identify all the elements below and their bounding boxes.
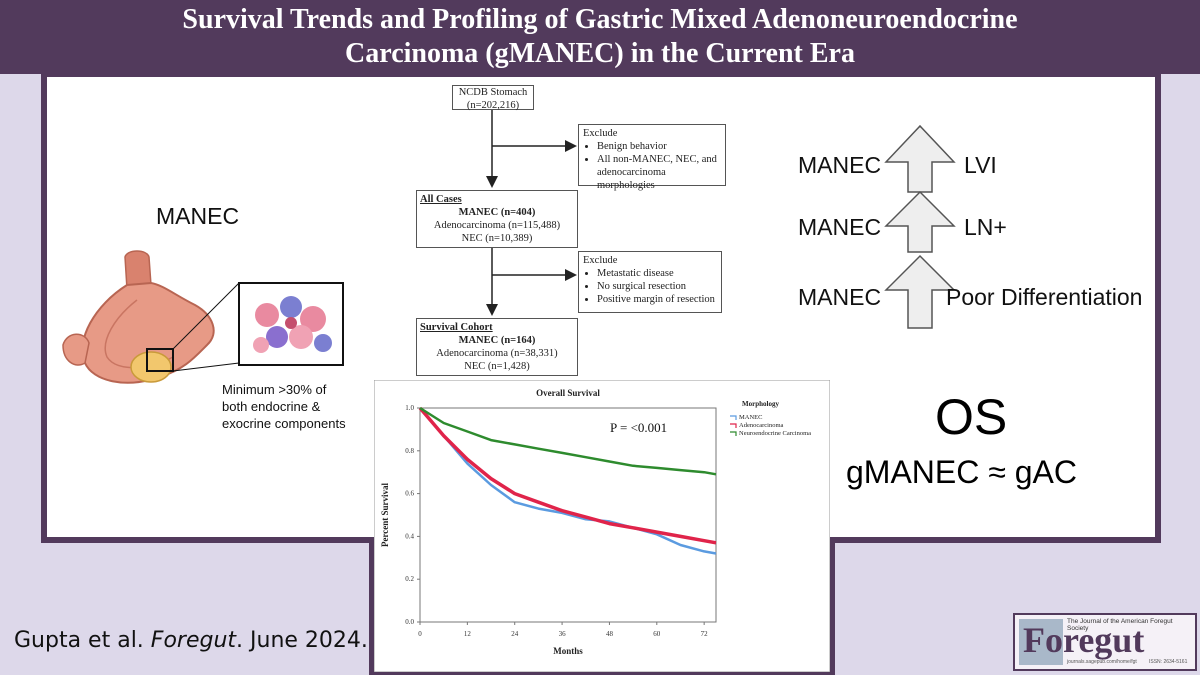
series-line-manec [419, 407, 717, 555]
p-value-annotation: P = <0.001 [610, 420, 667, 435]
flow-box-exclude-2: Exclude Metastatic disease No surgical r… [578, 251, 722, 313]
exclude2-item: Positive margin of resection [597, 293, 717, 306]
y-axis-label: Percent Survival [380, 482, 390, 547]
journal-logo: The Journal of the American Foregut Soci… [1013, 613, 1197, 671]
y-tick-label: 1.0 [405, 404, 414, 412]
up-arrows [884, 124, 956, 329]
exclude1-item: All non-MANEC, NEC, and [597, 153, 721, 166]
ncdb-title: NCDB Stomach [458, 87, 528, 98]
caption-line-2: both endocrine & [222, 399, 321, 414]
plot-area [419, 407, 717, 623]
logo-url: journals.sagepub.com/home/fgt [1067, 659, 1137, 665]
up-arrow-icon [884, 124, 956, 193]
flow-box-all-cases: All Cases MANEC (n=404) Adenocarcinoma (… [416, 190, 578, 248]
x-tick-label: 24 [511, 630, 518, 638]
citation: Gupta et al. Foregut. June 2024. [14, 628, 368, 653]
legend-label: Neuroendocrine Carcinoma [739, 430, 811, 437]
x-tick-label: 60 [653, 630, 661, 638]
manec-caption: Minimum >30% of both endocrine & exocrin… [222, 381, 346, 432]
arrow-left-label: MANEC [798, 152, 882, 178]
os-title: OS [935, 389, 1008, 445]
flow-box-survival-cohort: Survival Cohort MANEC (n=164) Adenocarci… [416, 318, 578, 376]
citation-date: . June 2024. [236, 628, 368, 653]
citation-journal: Foregut [150, 628, 237, 653]
arrow-right-label: LN+ [964, 214, 1007, 240]
series-line-adenocarcinoma [418, 406, 717, 545]
chart-title: Overall Survival [536, 388, 600, 398]
legend-swatch [730, 431, 737, 436]
series-line-neuroendocrine-carcinoma [419, 406, 717, 476]
x-tick-label: 72 [701, 630, 709, 638]
survival-heading: Survival Cohort [420, 322, 493, 333]
all-cases-line: MANEC (n=404) [458, 207, 536, 218]
x-axis-label: Months [553, 646, 583, 656]
x-tick-label: 0 [418, 630, 422, 638]
arrow-left-label: MANEC [798, 284, 882, 310]
logo-tagline: The Journal of the American Foregut Soci… [1067, 618, 1173, 632]
legend-swatch [730, 415, 737, 420]
y-tick-label: 0.4 [405, 532, 414, 540]
y-tick-label: 0.8 [405, 447, 414, 455]
all-cases-line: NEC (n=10,389) [461, 233, 533, 244]
up-arrow-icon [884, 190, 956, 253]
survival-line: MANEC (n=164) [458, 335, 536, 346]
legend-label: Adenocarcinoma [739, 422, 784, 429]
exclude1-item-cont: adenocarcinoma morphologies [597, 167, 666, 191]
all-cases-line: Adenocarcinoma (n=115,488) [433, 220, 561, 231]
exclude1-item: Benign behavior [597, 140, 721, 153]
arrow-left-label: MANEC [798, 214, 882, 240]
y-tick-label: 0.2 [405, 575, 414, 583]
survival-line: Adenocarcinoma (n=38,331) [436, 348, 558, 359]
caption-line-1: Minimum >30% of [222, 382, 327, 397]
survival-line: NEC (n=1,428) [464, 361, 530, 372]
title-line-1: Survival Trends and Profiling of Gastric… [182, 4, 1018, 35]
up-arrow-icon [884, 254, 956, 329]
all-cases-heading: All Cases [420, 194, 462, 205]
exclude2-item: No surgical resection [597, 280, 717, 293]
y-tick-label: 0.6 [405, 490, 414, 498]
logo-name: Foregut [1023, 620, 1145, 660]
logo-cover-image [1019, 619, 1063, 665]
y-tick-label: 0.0 [405, 618, 414, 626]
legend-title: Morphology [742, 400, 779, 408]
logo-issn: ISSN: 2634-5161 [1149, 659, 1188, 665]
os-subtitle: gMANEC ≈ gAC [846, 454, 1077, 490]
legend-label: MANEC [739, 414, 762, 421]
caption-line-3: exocrine components [222, 416, 346, 431]
chart-background [374, 380, 830, 672]
survival-chart: Overall Survival Months Percent Survival 0 1… [374, 380, 830, 672]
exclude1-heading: Exclude [583, 128, 618, 139]
ncdb-n: (n=202,216) [466, 100, 520, 111]
stomach-illustration [62, 250, 344, 384]
manec-label: MANEC [156, 203, 240, 229]
flow-box-ncdb: NCDB Stomach (n=202,216) [452, 85, 534, 111]
title-line-2: Carcinoma (gMANEC) in the Current Era [345, 38, 855, 69]
citation-authors: Gupta et al. [14, 628, 151, 653]
x-tick-label: 12 [464, 630, 472, 638]
arrow-right-label: LVI [964, 152, 997, 178]
title-bar: Survival Trends and Profiling of Gastric… [0, 0, 1200, 74]
x-tick-label: 48 [606, 630, 614, 638]
flow-box-exclude-1: Exclude Benign behavior All non-MANEC, N… [578, 124, 726, 191]
legend-swatch [730, 423, 737, 428]
exclude2-item: Metastatic disease [597, 267, 717, 280]
x-tick-label: 36 [559, 630, 567, 638]
arrow-right-label: Poor Differentiation [946, 284, 1143, 310]
exclude2-heading: Exclude [583, 255, 618, 266]
